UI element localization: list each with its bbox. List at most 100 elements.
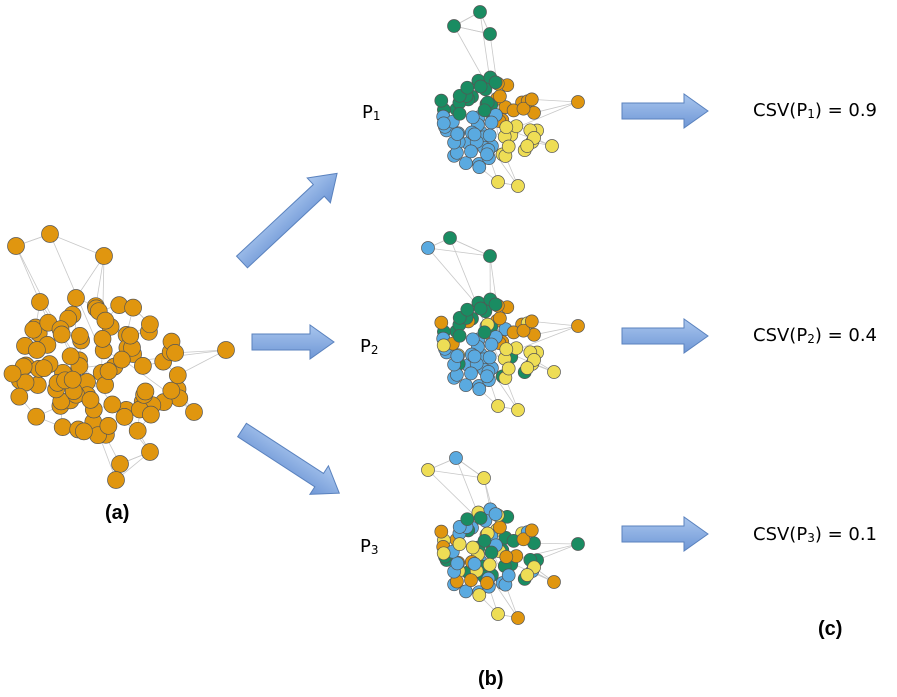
network-p2-node [472, 382, 487, 396]
network-p1-node [501, 139, 516, 154]
network-p2-node [459, 378, 473, 393]
network-a-node [10, 387, 29, 406]
network-p1-node [571, 95, 585, 109]
network-a-node [95, 247, 113, 265]
network-p2-node [452, 328, 467, 343]
network-a-node [168, 366, 187, 385]
network-p3-node [477, 533, 492, 548]
network-a-node [111, 455, 129, 473]
network-p3-node [571, 537, 585, 551]
network-a-node [136, 382, 155, 401]
network-a-node [27, 407, 46, 426]
network-p3-node [493, 520, 507, 535]
network-a-node [41, 225, 59, 243]
network-p1-node [488, 75, 503, 90]
network-p3-node [436, 546, 451, 561]
csv-label-p2: CSV(P2) = 0.4 [753, 325, 878, 346]
network-p2-node [499, 342, 514, 357]
network-p2-node [467, 349, 482, 364]
network-p1-nodes [434, 5, 585, 193]
network-a-node [141, 315, 159, 334]
network-p3-node [520, 568, 535, 582]
network-p3-node [516, 532, 531, 547]
network-p1-node [434, 93, 449, 108]
network-p1-node [491, 175, 505, 189]
network-a-node [67, 289, 85, 307]
network-p1-node [473, 5, 487, 19]
network-p3-node [450, 556, 465, 571]
network-p2-node [520, 361, 535, 375]
network-a-node [75, 422, 93, 441]
network-a-nodes [3, 225, 235, 489]
network-p1-node [450, 127, 465, 141]
network-p2-node [511, 403, 525, 417]
network-p1-node [482, 128, 497, 143]
network-p1-node [545, 139, 559, 153]
network-p2-node [516, 323, 531, 338]
network-p2-node [443, 231, 457, 245]
network-p3-node [421, 463, 435, 477]
network-a-node [28, 341, 46, 359]
network-a-node [24, 320, 43, 339]
network-p1-node [516, 101, 531, 116]
network-p3-node [459, 584, 473, 599]
network-p1-node [473, 79, 488, 94]
network-p1-node [452, 106, 467, 121]
network-p3-node [473, 511, 488, 525]
network-a-node [121, 326, 140, 345]
network-p3-node [480, 576, 494, 590]
network-p2-node [436, 338, 451, 353]
network-p2-node [484, 337, 499, 352]
arrow-p1-to-csv [621, 93, 709, 129]
network-p2-node [493, 311, 507, 326]
network-p3-node [434, 524, 449, 539]
partition-label-p1: P1 [362, 102, 381, 123]
network-a-node [34, 359, 53, 378]
network-a-node [31, 293, 49, 311]
network-p3-node [464, 573, 478, 587]
network-p2-node [488, 297, 503, 312]
network-p2-node [482, 350, 497, 365]
network-p1-node [465, 110, 480, 125]
network-p1-node [484, 115, 499, 130]
network-a-node [107, 471, 125, 489]
partition-label-p3: P3 [360, 536, 379, 557]
network-p3-node [452, 537, 467, 551]
network-a-node [71, 327, 89, 345]
network-p2-node [434, 315, 449, 330]
csv-label-p1: CSV(P1) = 0.9 [753, 100, 878, 121]
panel-label-a: (a) [105, 502, 130, 524]
network-p3-node [488, 507, 503, 521]
network-a-node [93, 330, 112, 348]
network-p1-node [447, 19, 461, 33]
partition-label-p2: P2 [360, 336, 379, 357]
arrow-to-p3 [236, 422, 341, 495]
panel-label-c: (c) [818, 618, 843, 640]
network-p1-node [520, 139, 535, 153]
network-p3-node [472, 588, 487, 602]
network-p2-node [480, 369, 494, 384]
network-a-node [99, 362, 118, 380]
arrow-p3-to-csv [621, 516, 709, 552]
network-p2-node [450, 349, 465, 363]
network-p3-nodes [421, 451, 585, 625]
network-p2-node [547, 365, 561, 379]
network-a-node [103, 395, 122, 414]
network-a-node [96, 311, 115, 330]
network-a-node [61, 347, 80, 366]
network-p1-node [464, 144, 478, 159]
network-p2-node [421, 241, 435, 255]
network-p2-node [524, 314, 539, 329]
network-p2-node [571, 319, 585, 333]
panel-label-b: (b) [478, 668, 504, 690]
network-a-node [112, 350, 131, 369]
network-p3-node [547, 575, 561, 589]
network-p1-node [467, 127, 482, 142]
network-p2-node [483, 249, 497, 263]
network-a-node [142, 405, 160, 424]
network-a-node [124, 298, 142, 317]
network-a-node [115, 408, 134, 426]
network-a-node [128, 421, 147, 440]
network-p3-node [499, 550, 514, 564]
